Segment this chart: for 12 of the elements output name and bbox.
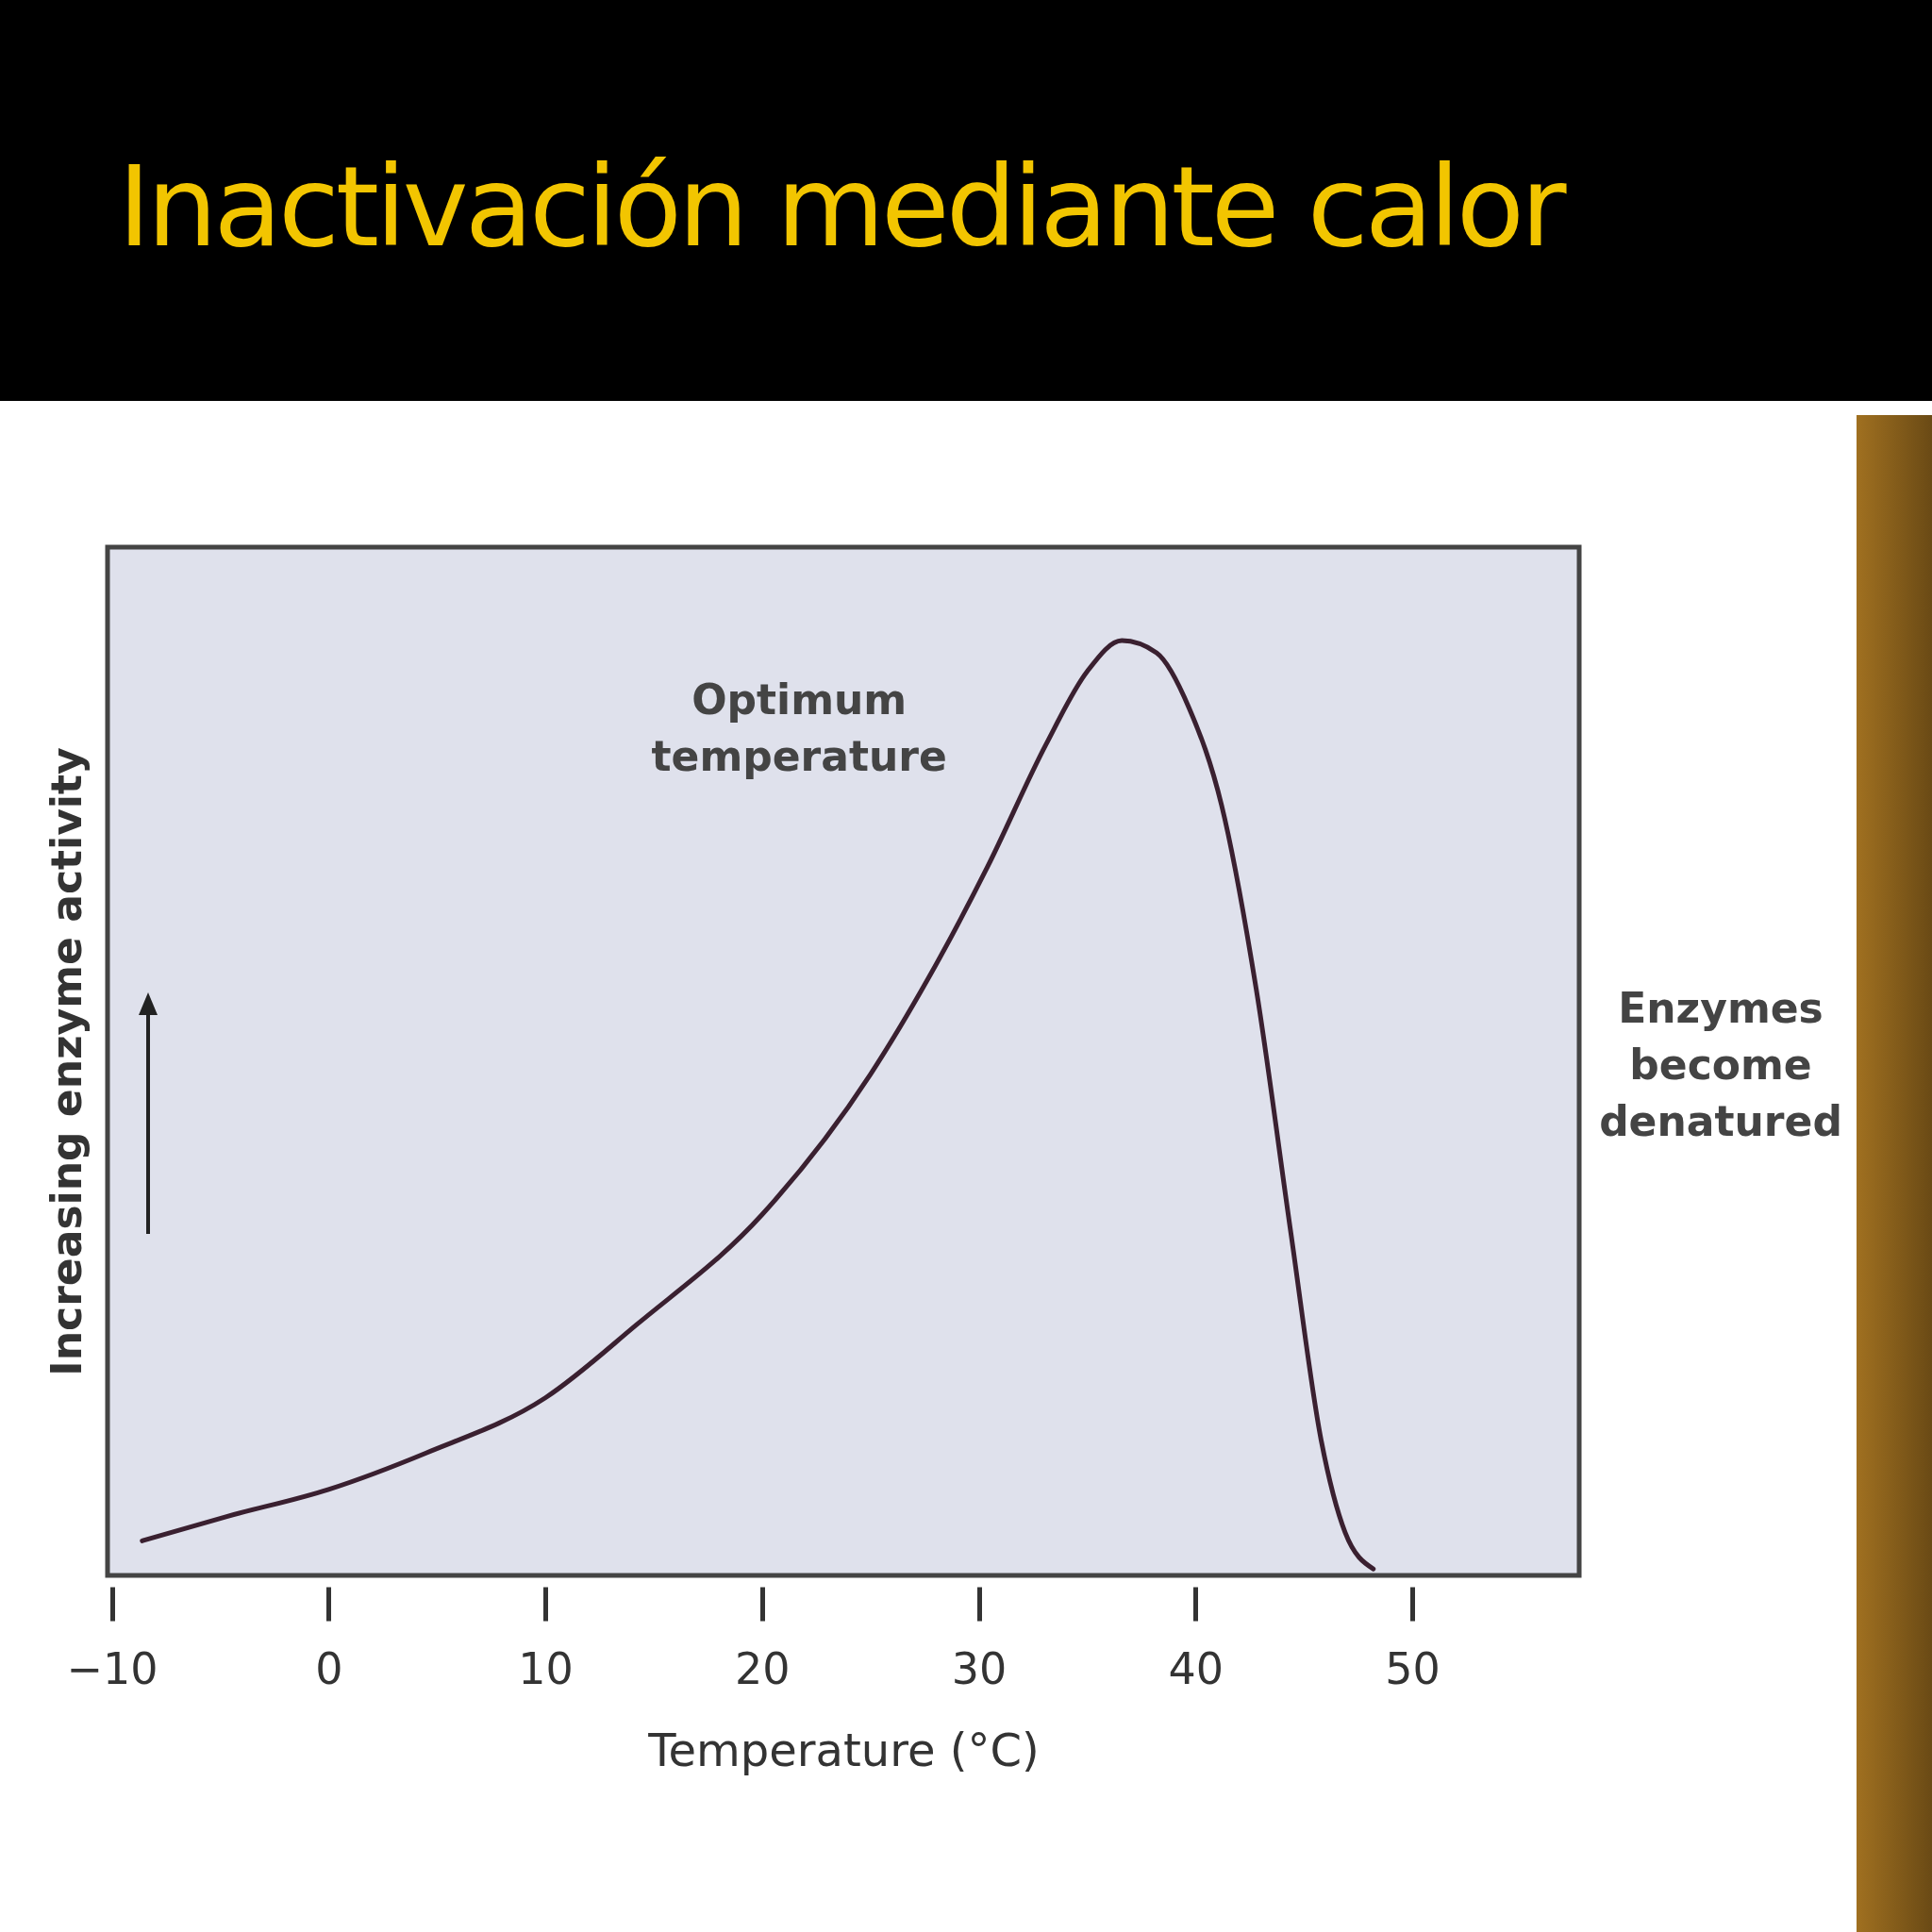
x-tick-label: −10 — [66, 1642, 158, 1694]
x-tick-label: 10 — [518, 1642, 574, 1694]
annotation: Optimum temperature — [651, 675, 947, 780]
x-tick-label: 0 — [315, 1642, 343, 1694]
x-axis-title: Temperature (°C) — [647, 1723, 1040, 1776]
x-tick-label: 40 — [1168, 1642, 1224, 1694]
y-axis-title: Increasing enzyme activity — [42, 747, 91, 1376]
x-tick-label: 50 — [1385, 1642, 1441, 1694]
x-tick-label: 20 — [735, 1642, 791, 1694]
x-tick-label: 30 — [951, 1642, 1008, 1694]
chart-title: Inactivación mediante calor — [118, 142, 1563, 272]
text: Enzymes become denatured — [1599, 983, 1842, 1145]
